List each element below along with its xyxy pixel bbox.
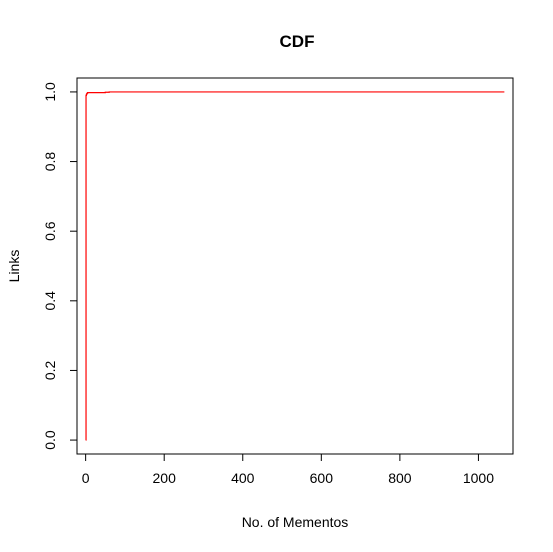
y-tick-label: 0.0 (42, 430, 58, 450)
y-tick-label: 0.2 (42, 361, 58, 381)
plot-area (85, 91, 505, 441)
x-tick-label: 1000 (463, 470, 494, 486)
x-tick-label: 600 (310, 470, 334, 486)
x-axis: 0 200 400 600 800 1000 (82, 453, 494, 486)
y-tick-label: 0.6 (42, 221, 58, 241)
x-tick-label: 800 (388, 470, 412, 486)
y-axis-label: Links (6, 250, 22, 283)
x-tick-label: 0 (82, 470, 90, 486)
y-axis: 0.0 0.2 0.4 0.6 0.8 1.0 (42, 82, 78, 450)
y-tick-label: 0.8 (42, 152, 58, 172)
plot-frame (76, 77, 514, 455)
x-tick-label: 200 (153, 470, 177, 486)
y-tick-label: 0.4 (42, 291, 58, 311)
cdf-series-line (85, 91, 505, 441)
y-tick-label: 1.0 (42, 82, 58, 102)
chart-title: CDF (280, 32, 315, 51)
x-axis-label: No. of Mementos (242, 514, 349, 530)
x-tick-label: 400 (231, 470, 255, 486)
